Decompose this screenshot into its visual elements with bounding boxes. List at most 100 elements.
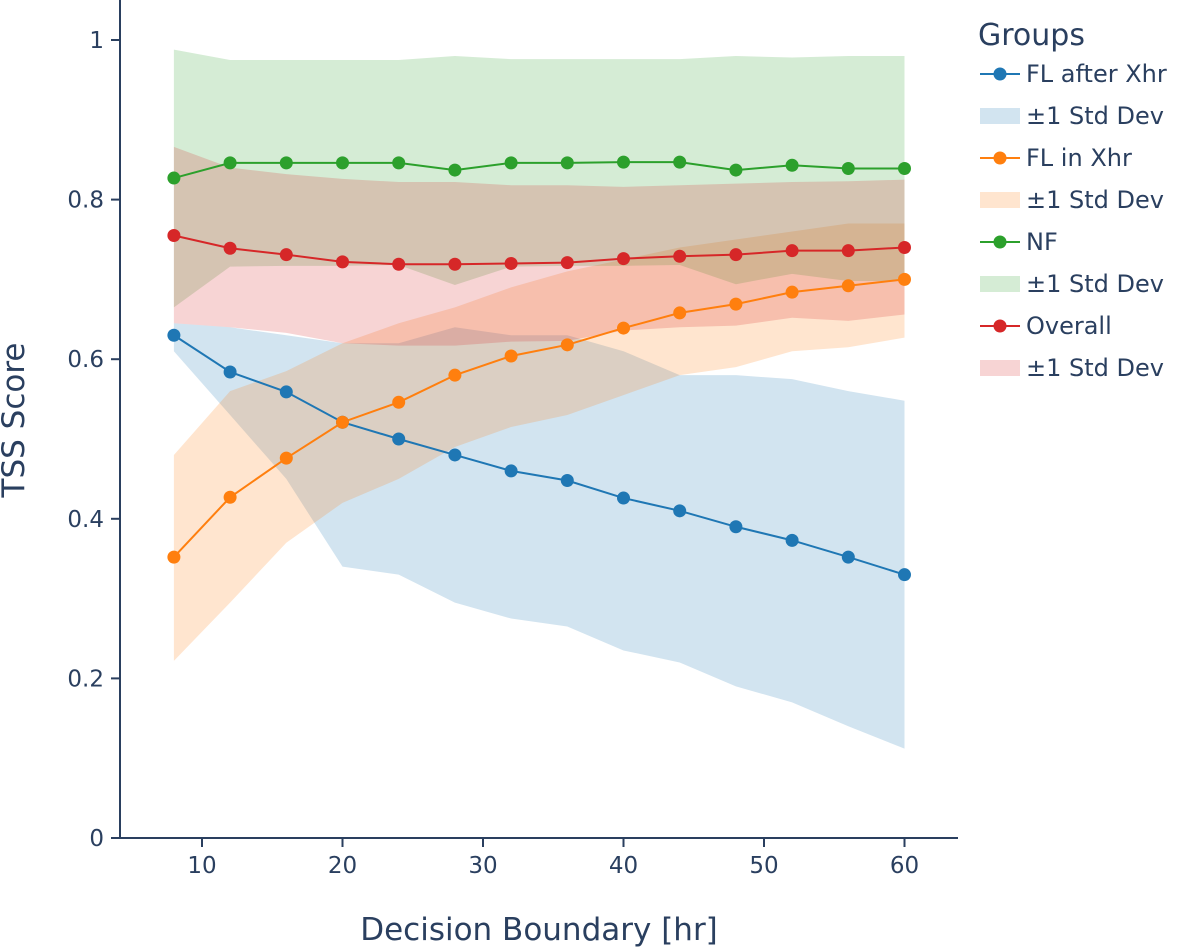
series-line-0 (173, 334, 905, 576)
y-ticks: 0 0.2 0.4 0.6 0.8 1 (67, 28, 120, 852)
x-ticks: 10 20 30 40 50 60 (187, 838, 919, 879)
data-point (729, 297, 743, 311)
data-point (392, 257, 406, 271)
y-tick-label: 0.8 (67, 188, 104, 214)
x-tick-label: 40 (609, 853, 638, 879)
data-point (841, 279, 855, 293)
data-point (673, 155, 687, 169)
data-point (785, 533, 799, 547)
data-point (785, 158, 799, 172)
data-point (336, 415, 349, 429)
legend-marker-swatch (993, 151, 1007, 165)
data-point (841, 550, 855, 564)
x-axis-title: Decision Boundary [hr] (360, 912, 718, 948)
y-tick-label: 0.4 (67, 507, 104, 533)
legend-band-swatch (980, 108, 1020, 124)
legend-item-band: ±1 Std Dev (1026, 354, 1164, 382)
data-point (673, 504, 687, 518)
data-point (785, 285, 799, 299)
data-point (617, 491, 630, 505)
data-point (279, 156, 293, 170)
data-point (898, 568, 911, 582)
x-tick-label: 20 (328, 853, 357, 879)
legend-item-series: NF (1026, 228, 1058, 256)
data-point (279, 248, 293, 262)
data-point (673, 249, 687, 263)
data-point (617, 321, 630, 335)
legend-item-series: Overall (1026, 312, 1112, 340)
data-point (448, 448, 462, 462)
series-line-1 (173, 278, 905, 558)
legend-item-series: FL after Xhr (1026, 60, 1167, 88)
data-point (167, 229, 181, 243)
data-point (560, 338, 574, 352)
data-point (167, 328, 181, 342)
data-point (504, 256, 518, 270)
data-point (898, 161, 911, 175)
legend-marker-swatch (993, 235, 1007, 249)
data-point (279, 451, 293, 465)
axes: 0 0.2 0.4 0.6 0.8 1 10 20 30 40 50 60 (67, 0, 958, 879)
std-dev-bands (173, 49, 905, 749)
x-tick-label: 10 (187, 853, 216, 879)
data-point (729, 248, 743, 262)
data-point (729, 520, 743, 534)
legend: Groups FL after Xhr ±1 Std Dev FL in Xhr ±1… (978, 18, 1167, 382)
legend-band-swatch (980, 192, 1020, 208)
data-point (336, 255, 349, 269)
y-tick-label: 0.6 (67, 347, 104, 373)
series-markers (167, 155, 911, 582)
legend-marker-swatch (993, 319, 1007, 333)
data-point (392, 395, 406, 409)
data-point (336, 156, 349, 170)
x-tick-label: 50 (749, 853, 778, 879)
legend-item-band: ±1 Std Dev (1026, 102, 1164, 130)
data-point (223, 365, 237, 379)
legend-item-band: ±1 Std Dev (1026, 270, 1164, 298)
series-line-2 (173, 161, 905, 180)
std-band-2 (173, 49, 905, 308)
data-point (167, 550, 181, 564)
data-point (560, 256, 574, 270)
std-band-1 (173, 223, 905, 661)
data-point (729, 163, 743, 177)
data-point (560, 156, 574, 170)
data-point (785, 244, 799, 258)
data-point (841, 161, 855, 175)
data-point (673, 306, 687, 320)
series-lines (173, 161, 905, 576)
data-point (448, 368, 462, 382)
data-point (223, 156, 237, 170)
data-point (279, 385, 293, 399)
data-point (841, 244, 855, 258)
data-point (617, 155, 630, 169)
legend-marker-swatch (993, 67, 1007, 81)
data-point (504, 464, 518, 478)
legend-item-band: ±1 Std Dev (1026, 186, 1164, 214)
y-tick-label: 1 (89, 28, 104, 54)
data-point (617, 252, 630, 266)
data-point (504, 349, 518, 363)
y-tick-label: 0 (89, 826, 104, 852)
legend-band-swatch (980, 360, 1020, 376)
legend-item-series: FL in Xhr (1026, 144, 1132, 172)
series-line-3 (173, 234, 905, 266)
std-band-0 (173, 323, 905, 749)
legend-title: Groups (978, 18, 1085, 53)
data-point (167, 171, 181, 185)
y-axis-title: TSS Score (0, 343, 32, 499)
std-band-3 (173, 146, 905, 346)
x-tick-label: 60 (890, 853, 919, 879)
data-point (898, 272, 911, 286)
data-point (448, 163, 462, 177)
data-point (504, 156, 518, 170)
y-tick-label: 0.2 (67, 666, 104, 692)
data-point (223, 241, 237, 255)
x-tick-label: 30 (468, 853, 497, 879)
data-point (560, 473, 574, 487)
data-point (223, 490, 237, 504)
data-point (392, 156, 406, 170)
data-point (898, 240, 911, 254)
legend-band-swatch (980, 276, 1020, 292)
